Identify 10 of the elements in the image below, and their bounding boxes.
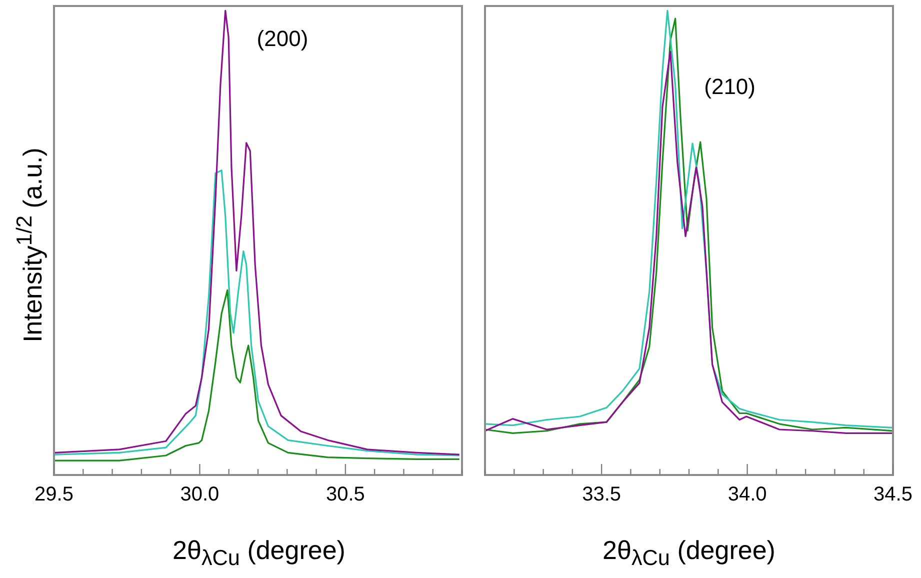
x-tick-label: 34.5 <box>874 484 912 506</box>
annotation: (210) <box>704 74 756 100</box>
x-tick-label: 34.0 <box>728 484 767 506</box>
x-axis-title: 2θ$_{λCu}$ (degree) <box>602 535 776 572</box>
x-tick-label: 30.0 <box>180 484 220 506</box>
x-tick-label: 30.5 <box>326 484 365 506</box>
annotation: (200) <box>256 26 308 52</box>
x-tick-label: 29.5 <box>34 484 74 506</box>
x-axis-title: 2θ$_{λCu}$ (degree) <box>172 535 346 572</box>
x-tick-label: 33.5 <box>582 484 622 506</box>
